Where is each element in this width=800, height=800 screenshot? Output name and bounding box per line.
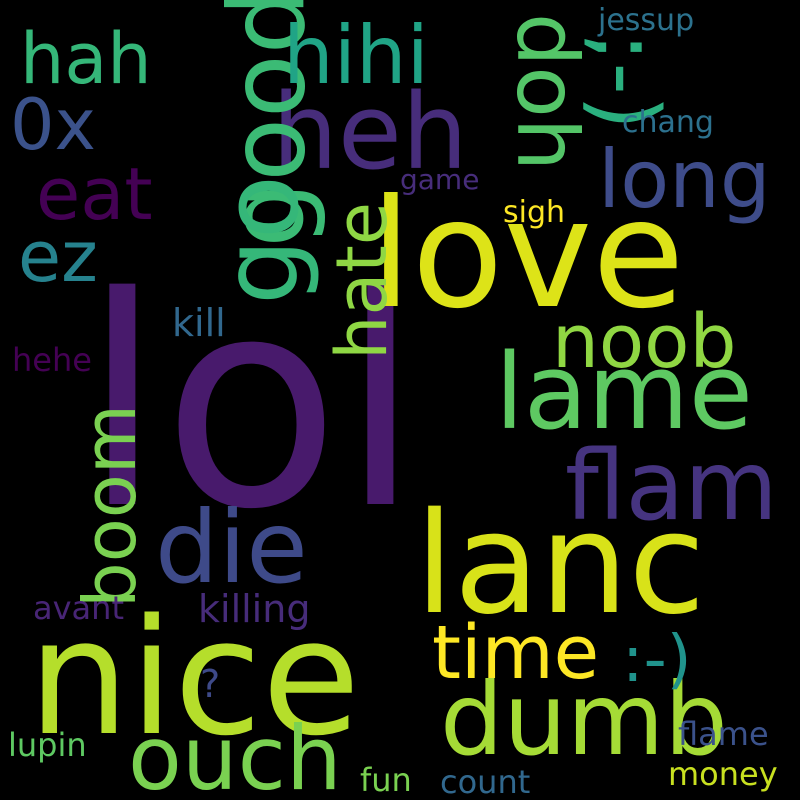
word-dumb: dumb — [440, 661, 728, 778]
word-jessup: jessup — [598, 3, 695, 38]
word-ouch: ouch — [128, 707, 342, 800]
word-flam: flam — [565, 430, 778, 542]
word-chang: chang — [622, 105, 714, 140]
word-ez: ez — [18, 216, 98, 298]
word-long: long — [598, 133, 771, 226]
word-noob: noob — [552, 299, 737, 385]
word-0x: 0x — [10, 84, 96, 166]
word-fun: fun — [360, 761, 412, 799]
word-question-mark: ? — [200, 662, 221, 706]
word-hihi: hihi — [283, 9, 429, 102]
word-eat: eat — [36, 152, 153, 236]
word-count: count — [440, 763, 531, 800]
word-avant: avant — [33, 589, 124, 627]
word-flame: flame — [678, 715, 769, 753]
word-game: game — [400, 163, 480, 196]
word-boom: boom — [67, 404, 152, 608]
word-lupin: lupin — [8, 726, 87, 764]
word-hah: hah — [20, 18, 152, 100]
word-heh: heh — [272, 71, 468, 193]
word-go: go — [199, 175, 322, 305]
word-lame: lame — [495, 331, 753, 453]
word-kill: kill — [172, 301, 226, 345]
word-lol: lol — [82, 236, 421, 573]
word-time: time — [432, 610, 600, 696]
word-love: love — [370, 168, 685, 342]
word-sigh: sigh — [503, 195, 566, 230]
word-nice: nice — [28, 584, 361, 771]
word-lanc: lanc — [415, 483, 706, 646]
word-killing: killing — [198, 587, 311, 631]
word-hate: hate — [320, 202, 403, 360]
word-smiley: :-) — [622, 623, 692, 697]
word-hehe: hehe — [12, 341, 92, 379]
word-die: die — [155, 489, 308, 606]
word-money: money — [668, 755, 778, 793]
